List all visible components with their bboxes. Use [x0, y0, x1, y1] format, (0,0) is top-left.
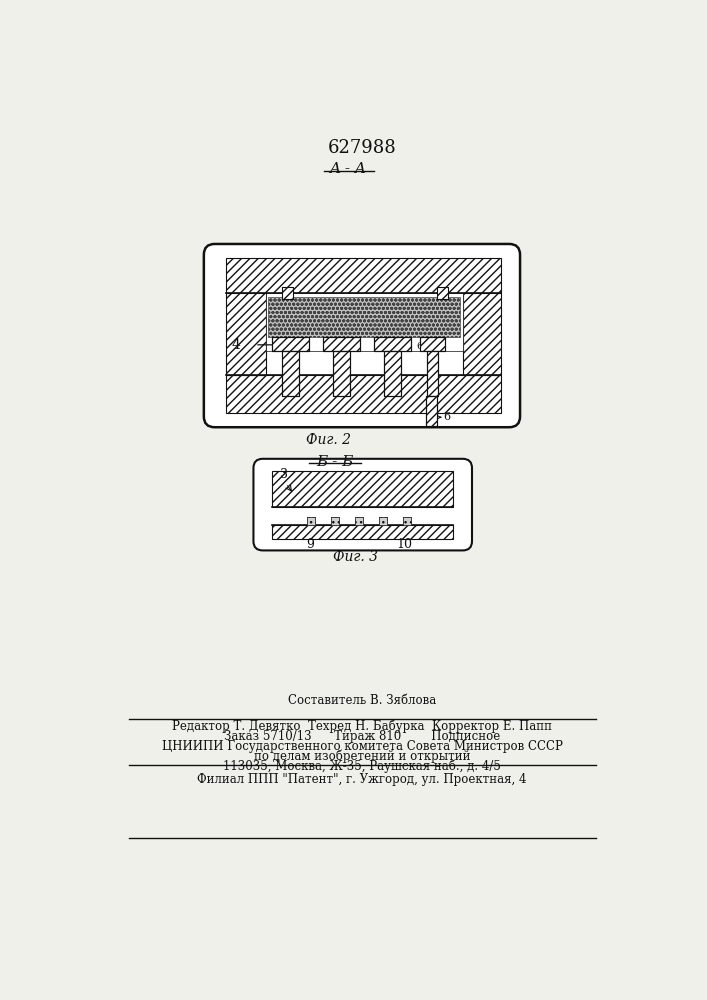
Bar: [266, 293, 462, 351]
Bar: [272, 337, 309, 351]
Bar: [323, 337, 361, 351]
Text: по делам изобретений и открытий: по делам изобретений и открытий: [254, 750, 470, 763]
Bar: [420, 337, 445, 351]
Bar: [426, 396, 437, 426]
Text: 627988: 627988: [327, 139, 397, 157]
Bar: [333, 351, 351, 396]
Bar: [226, 293, 266, 375]
Bar: [384, 351, 401, 396]
Text: Б - Б: Б - Б: [316, 455, 354, 469]
Bar: [379, 517, 387, 525]
Text: 4: 4: [231, 338, 240, 352]
Bar: [437, 287, 448, 299]
Bar: [355, 517, 363, 525]
Text: Филиал ППП "Патент", г. Ужгород, ул. Проектная, 4: Филиал ППП "Патент", г. Ужгород, ул. Про…: [197, 773, 527, 786]
Text: 3: 3: [280, 468, 288, 481]
Text: 9: 9: [306, 538, 314, 551]
Text: A - A: A - A: [329, 162, 366, 176]
Bar: [331, 517, 339, 525]
Text: Заказ 5710/13      Тираж 810        Подписное: Заказ 5710/13 Тираж 810 Подписное: [224, 730, 500, 743]
Bar: [403, 517, 411, 525]
Text: Фиг. 3: Фиг. 3: [333, 550, 378, 564]
Text: ЦНИИПИ Государственного комитета Совета Министров СССР: ЦНИИПИ Государственного комитета Совета …: [161, 740, 562, 753]
Bar: [226, 258, 501, 293]
Bar: [268, 297, 460, 337]
Bar: [272, 525, 453, 539]
Bar: [426, 396, 437, 426]
Bar: [420, 337, 445, 351]
FancyBboxPatch shape: [204, 244, 520, 427]
Bar: [226, 375, 501, 413]
Text: Составитель В. Зяблова: Составитель В. Зяблова: [288, 694, 436, 707]
Bar: [282, 351, 299, 396]
Bar: [272, 471, 453, 507]
Bar: [373, 337, 411, 351]
Bar: [379, 517, 387, 525]
Text: 6: 6: [443, 412, 450, 422]
FancyBboxPatch shape: [253, 459, 472, 550]
Bar: [462, 293, 501, 375]
Bar: [437, 287, 448, 299]
Bar: [373, 337, 411, 351]
Text: 10: 10: [397, 538, 413, 551]
Bar: [384, 351, 401, 396]
Bar: [307, 517, 315, 525]
Bar: [307, 517, 315, 525]
Text: 6: 6: [416, 342, 422, 351]
Bar: [427, 351, 438, 396]
Bar: [282, 287, 293, 299]
Bar: [282, 351, 299, 396]
Bar: [323, 337, 361, 351]
Text: 113035, Москва, Ж-35, Раушская наб., д. 4/5: 113035, Москва, Ж-35, Раушская наб., д. …: [223, 760, 501, 773]
Text: Редактор Т. Девятко  Техред Н. Бабурка  Корректор Е. Папп: Редактор Т. Девятко Техред Н. Бабурка Ко…: [172, 719, 552, 733]
Bar: [333, 351, 351, 396]
Bar: [282, 287, 293, 299]
Bar: [427, 351, 438, 396]
Text: Фиг. 2: Фиг. 2: [306, 433, 351, 447]
Bar: [272, 337, 309, 351]
Bar: [331, 517, 339, 525]
Bar: [403, 517, 411, 525]
Bar: [355, 517, 363, 525]
